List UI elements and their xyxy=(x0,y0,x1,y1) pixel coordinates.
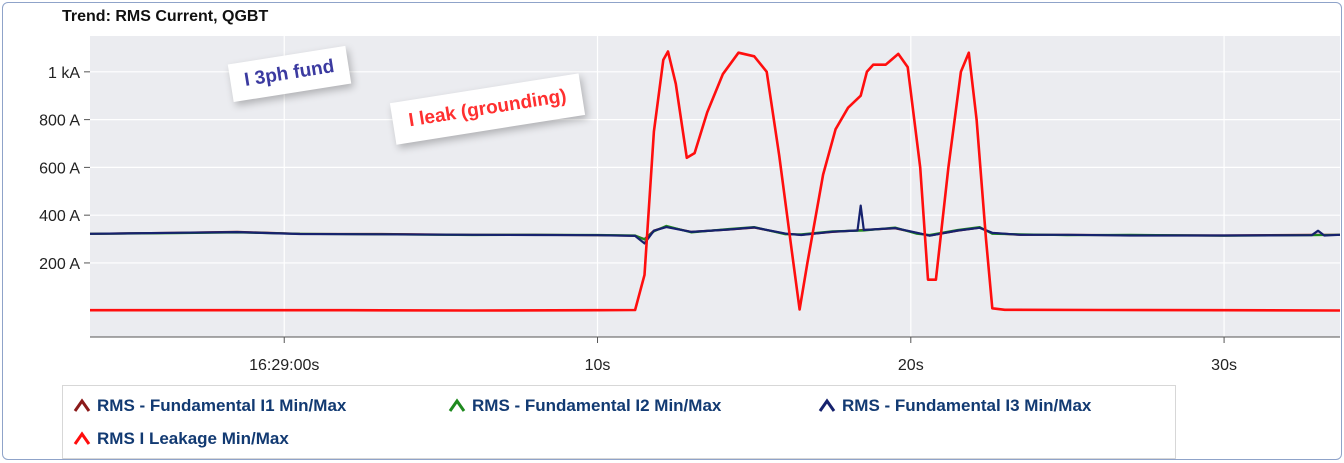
legend-item-i3[interactable]: RMS - Fundamental I3 Min/Max xyxy=(818,396,1091,416)
legend-marker-i3 xyxy=(818,398,836,412)
x-tick-label-2: 20s xyxy=(898,357,924,374)
legend-item-i2[interactable]: RMS - Fundamental I2 Min/Max xyxy=(448,396,721,416)
legend-label-leak: RMS I Leakage Min/Max xyxy=(97,429,289,448)
x-axis-ticks: 16:29:00s 10s 20s 30s xyxy=(249,337,1237,374)
y-tick-label-4: 1 kA xyxy=(48,65,80,82)
x-tick-label-3: 30s xyxy=(1211,357,1237,374)
legend-marker-leak xyxy=(73,431,91,445)
chart-title: Trend: RMS Current, QGBT xyxy=(62,8,269,25)
y-tick-label-1: 400 A xyxy=(39,208,80,225)
legend-label-i3: RMS - Fundamental I3 Min/Max xyxy=(842,396,1092,415)
legend-label-i1: RMS - Fundamental I1 Min/Max xyxy=(97,396,347,415)
legend-label-i2: RMS - Fundamental I2 Min/Max xyxy=(472,396,722,415)
legend-item-leak[interactable]: RMS I Leakage Min/Max xyxy=(73,429,289,449)
x-tick-label-1: 10s xyxy=(585,357,611,374)
x-tick-label-0: 16:29:00s xyxy=(249,357,319,374)
legend-item-i1[interactable]: RMS - Fundamental I1 Min/Max xyxy=(73,396,346,416)
y-tick-label-3: 800 A xyxy=(39,113,80,130)
y-tick-label-0: 200 A xyxy=(39,256,80,273)
series-line-leakage xyxy=(90,50,1341,312)
legend-marker-i2 xyxy=(448,398,466,412)
y-axis-ticks: 200 A 400 A 600 A 800 A 1 kA xyxy=(39,65,90,273)
legend-marker-i1 xyxy=(73,398,91,412)
series-lines xyxy=(89,50,1341,312)
legend: RMS - Fundamental I1 Min/Max RMS - Funda… xyxy=(62,385,1176,459)
series-line-i3 xyxy=(89,204,1341,245)
y-tick-label-2: 600 A xyxy=(39,160,80,177)
grid-lines xyxy=(90,36,1340,338)
